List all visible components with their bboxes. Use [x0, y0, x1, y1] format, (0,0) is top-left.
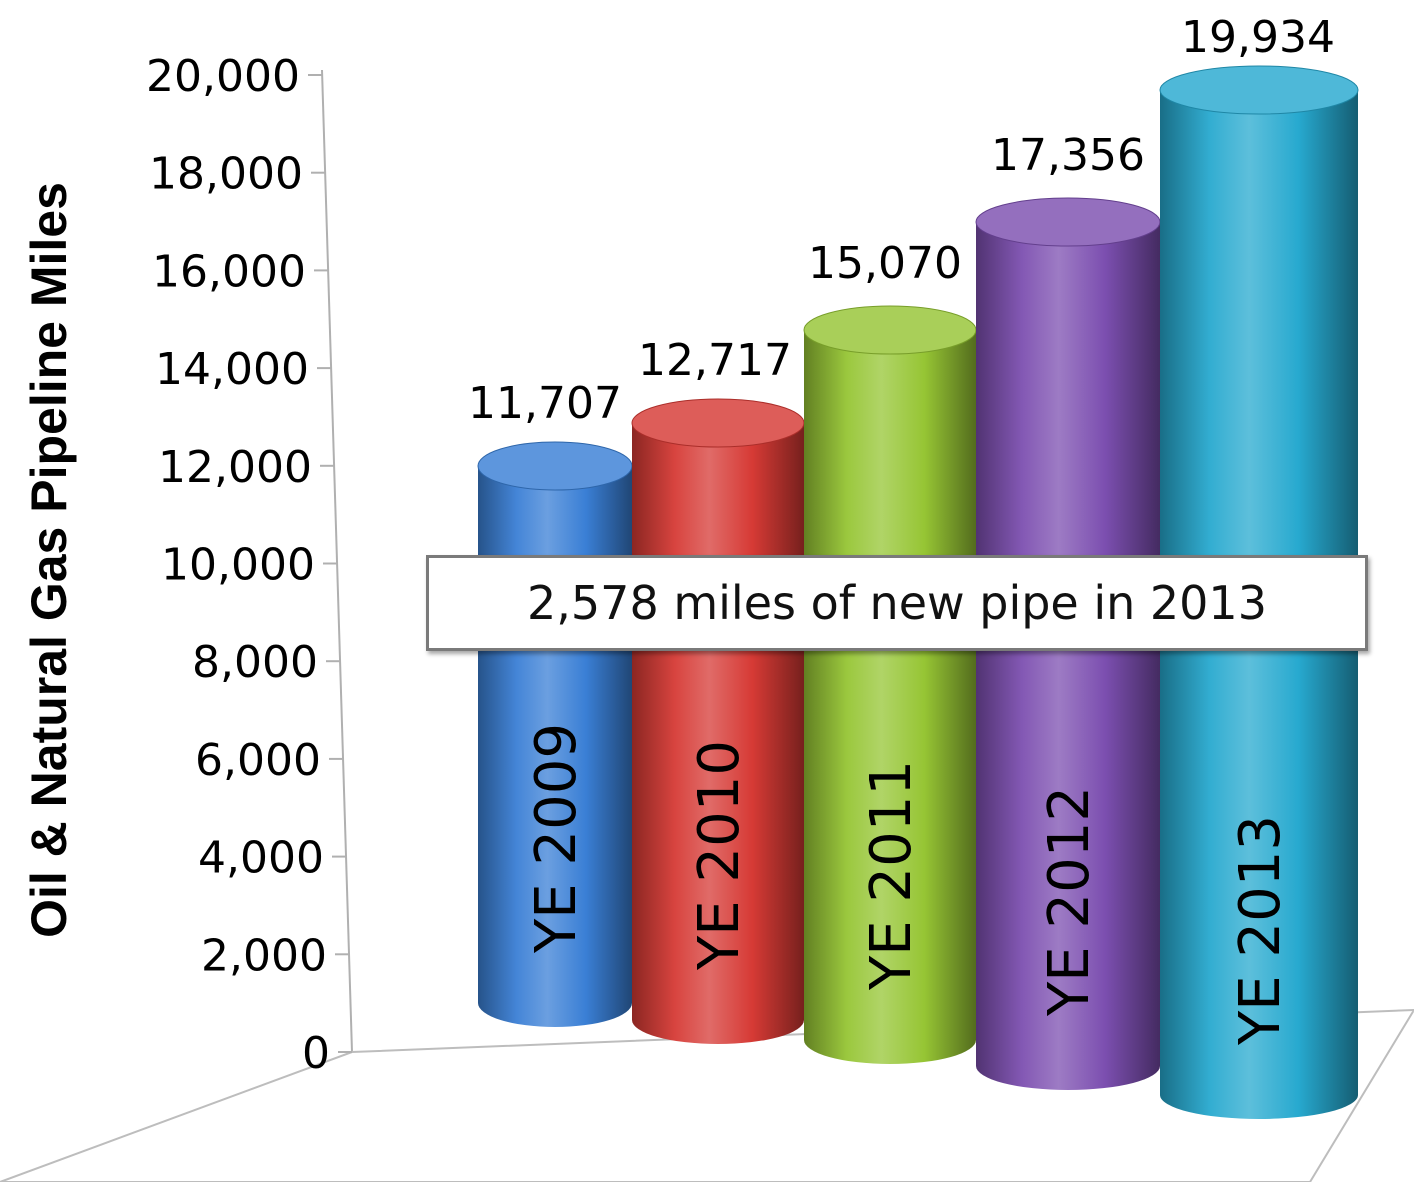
category-label: YE 2012 [1037, 786, 1102, 1017]
y-tick-label: 20,000 [146, 51, 300, 102]
cylinder-top [477, 441, 633, 491]
cylinder-top [1159, 65, 1359, 115]
y-tick-label: 18,000 [149, 149, 303, 200]
bar-ye-2012: YE 2012 [975, 197, 1161, 1090]
y-axis-line [321, 69, 353, 1053]
data-label: 11,707 [468, 378, 622, 429]
y-tick-label: 14,000 [155, 344, 309, 395]
data-label: 19,934 [1181, 12, 1335, 63]
y-tick-layer: 0 2,000 4,000 6,000 8,000 10,000 12,000 14,000 1… [146, 51, 352, 1079]
data-label: 12,717 [638, 335, 792, 386]
category-label: YE 2009 [524, 723, 589, 954]
annotation-text: 2,578 miles of new pipe in 2013 [527, 576, 1267, 630]
y-tick-label: 10,000 [161, 540, 315, 591]
y-tick-label: 8,000 [192, 637, 318, 688]
y-axis-title: Oil & Natural Gas Pipeline Miles [21, 182, 77, 938]
data-label: 17,356 [991, 130, 1145, 181]
category-label: YE 2013 [1228, 815, 1293, 1046]
category-label: YE 2011 [859, 760, 924, 991]
cylinder-body [804, 330, 976, 1064]
y-tick-label: 6,000 [195, 735, 321, 786]
cylinder-top [975, 197, 1161, 247]
bar-ye-2009: YE 2009 [477, 441, 633, 1027]
y-tick-label: 4,000 [198, 833, 324, 884]
y-tick-label: 2,000 [201, 930, 327, 981]
category-label: YE 2010 [687, 740, 752, 971]
annotation-callout: 2,578 miles of new pipe in 2013 [426, 555, 1368, 651]
cylinder-top [631, 398, 805, 448]
y-tick-label: 16,000 [152, 246, 306, 297]
cylinder-body [976, 222, 1160, 1090]
cylinder-top [803, 305, 977, 355]
data-label: 15,070 [808, 238, 962, 289]
bar-ye-2010: YE 2010 [631, 398, 805, 1044]
bar-ye-2011: YE 2011 [803, 305, 977, 1064]
y-tick-label: 0 [302, 1028, 330, 1079]
data-label-layer: 11,707 12,717 15,070 17,356 19,934 [468, 12, 1335, 429]
y-tick-label: 12,000 [158, 442, 312, 493]
bar-layer: YE 2009 YE 2010 YE 2011 YE 2012 YE 2013 [477, 65, 1359, 1119]
